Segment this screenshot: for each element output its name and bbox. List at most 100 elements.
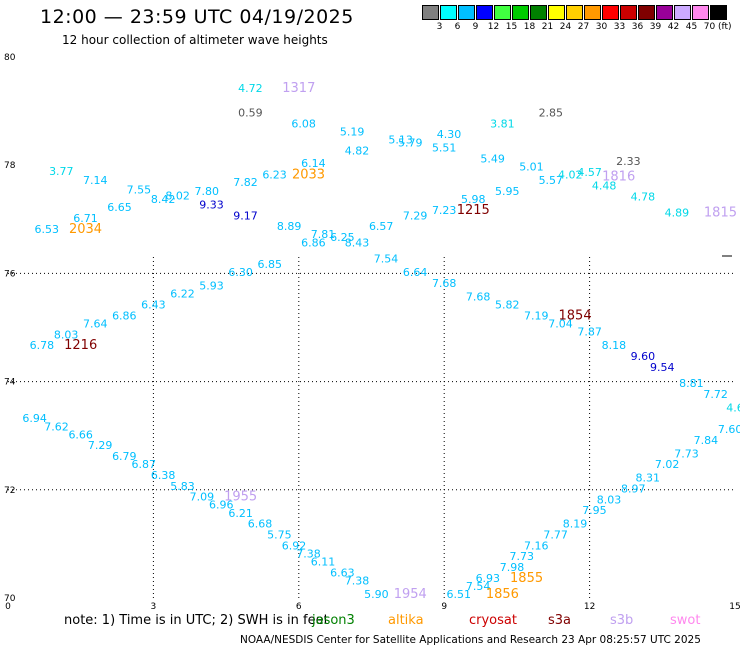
colorbar-label: 45	[685, 22, 698, 32]
wave-height-point: 5.82	[495, 299, 520, 312]
wave-height-point: 4.82	[345, 144, 370, 157]
wave-height-point: 2.33	[616, 155, 641, 168]
y-tick-label: 72	[4, 486, 15, 496]
wave-height-point: 7.64	[83, 318, 108, 331]
y-tick-label: 78	[4, 161, 16, 171]
wave-height-point: 3.81	[490, 117, 515, 130]
wave-height-point: 5.98	[461, 193, 486, 206]
time-stamp-label: 1955	[224, 490, 257, 505]
wave-height-point: 7.68	[466, 290, 491, 303]
x-tick-label: 9	[441, 602, 447, 612]
wave-height-point: 6.08	[291, 117, 316, 130]
colorbar	[422, 5, 728, 20]
wave-height-point: 7.55	[127, 183, 152, 196]
wave-height-point: 7.14	[83, 174, 108, 187]
colorbar-swatch	[422, 5, 439, 20]
wave-height-point: 5.51	[432, 142, 457, 155]
colorbar-unit: (ft)	[718, 22, 732, 32]
wave-height-point: 7.29	[403, 209, 428, 222]
wave-height-point: 5.13	[388, 134, 413, 147]
colorbar-label: 21	[541, 22, 554, 32]
wave-height-point: 4.48	[592, 180, 617, 193]
wave-height-point: 6.14	[301, 157, 326, 170]
legend-item-cryosat: cryosat	[469, 613, 517, 628]
wave-height-point: 9.60	[631, 350, 656, 363]
colorbar-swatch	[548, 5, 565, 20]
wave-height-point: 7.60	[718, 423, 740, 436]
wave-height-point: 7.02	[655, 458, 680, 471]
y-tick-label: 80	[4, 53, 16, 63]
colorbar-label: 33	[613, 22, 626, 32]
wave-height-point: 5.90	[364, 588, 389, 601]
legend-item-s3b: s3b	[610, 613, 634, 628]
colorbar-swatch	[530, 5, 547, 20]
wave-height-point: 8.03	[54, 328, 79, 341]
time-stamp-label: 1317	[282, 81, 315, 96]
legend-item-jason3: jason3	[312, 613, 355, 628]
wave-height-point: 0.59	[238, 107, 263, 120]
wave-height-point: 7.73	[674, 447, 699, 460]
wave-height-point: 8.42	[151, 193, 176, 206]
colorbar-label: 18	[523, 22, 536, 32]
x-tick-label: 3	[151, 602, 157, 612]
wave-height-point: 7.09	[190, 491, 215, 504]
colorbar-label: 36	[631, 22, 644, 32]
wave-height-point: 2.85	[539, 107, 564, 120]
wave-height-point: 6.68	[248, 518, 273, 531]
colorbar-swatch	[692, 5, 709, 20]
colorbar-label: 27	[577, 22, 590, 32]
wave-height-point: 7.54	[374, 253, 399, 266]
time-stamp-label: 1216	[64, 338, 97, 353]
colorbar-label: 9	[472, 22, 479, 32]
wave-height-point: 7.54	[466, 580, 491, 593]
wave-height-point: 8.18	[602, 339, 627, 352]
wave-height-point: 8.89	[277, 220, 302, 233]
colorbar-swatch	[602, 5, 619, 20]
wave-height-point: 7.98	[500, 561, 525, 574]
wave-height-point: 7.38	[345, 574, 370, 587]
wave-height-point: 7.04	[548, 318, 573, 331]
time-stamp-label: 1215	[457, 203, 490, 218]
wave-height-point: 8.97	[621, 483, 646, 496]
wave-height-point: 6.66	[68, 428, 93, 441]
page-subtitle: 12 hour collection of altimeter wave hei…	[62, 33, 328, 47]
time-stamp-label: 1856	[486, 587, 519, 602]
colorbar-label: 3	[436, 22, 443, 32]
colorbar-swatch	[620, 5, 637, 20]
colorbar-swatch	[584, 5, 601, 20]
colorbar-labels: (ft) 3 6 9 12 15 18 21 24 27 30 33 36 39 42 45 70	[422, 22, 740, 34]
page-title: 12:00 — 23:59 UTC 04/19/2025	[40, 6, 354, 28]
wave-height-point: 7.23	[432, 204, 457, 217]
wave-height-point: 6.65	[107, 201, 132, 214]
y-tick-label: 74	[4, 378, 16, 388]
wave-height-point: 7.16	[524, 539, 549, 552]
wave-height-point: 6.78	[30, 339, 55, 352]
colorbar-swatch	[674, 5, 691, 20]
wave-height-point: 4.72	[238, 82, 263, 95]
wave-height-point: 5.83	[170, 480, 195, 493]
wave-height-point: 7.72	[703, 388, 728, 401]
wave-height-point: 7.95	[582, 504, 607, 517]
wave-height-point: 6.22	[170, 288, 195, 301]
wave-height-point: 6.38	[151, 469, 176, 482]
wave-height-point: 3.77	[49, 165, 74, 178]
footer-note: note: 1) Time is in UTC; 2) SWH is in fe…	[64, 613, 329, 628]
wave-height-point: 4.02	[558, 169, 583, 182]
colorbar-label: 15	[505, 22, 518, 32]
wave-height-point: 5.49	[480, 152, 505, 165]
wave-height-point: 6.93	[476, 572, 501, 585]
colorbar-swatch	[476, 5, 493, 20]
wave-height-point: 5.01	[519, 161, 544, 174]
legend-item-s3a: s3a	[548, 613, 572, 628]
time-stamp-label: 1954	[394, 587, 427, 602]
wave-height-point: 6.86	[112, 309, 137, 322]
wave-height-point: 6.23	[262, 169, 287, 182]
colorbar-swatch	[494, 5, 511, 20]
time-stamp-label: 2033	[292, 168, 325, 183]
wave-height-point: 6.92	[282, 539, 307, 552]
wave-height-point: 9.54	[650, 361, 675, 374]
wave-height-point: 6.86	[301, 236, 326, 249]
colorbar-label: 24	[559, 22, 572, 32]
wave-height-point: 7.62	[44, 420, 69, 433]
wave-height-point: 6.85	[257, 258, 282, 271]
